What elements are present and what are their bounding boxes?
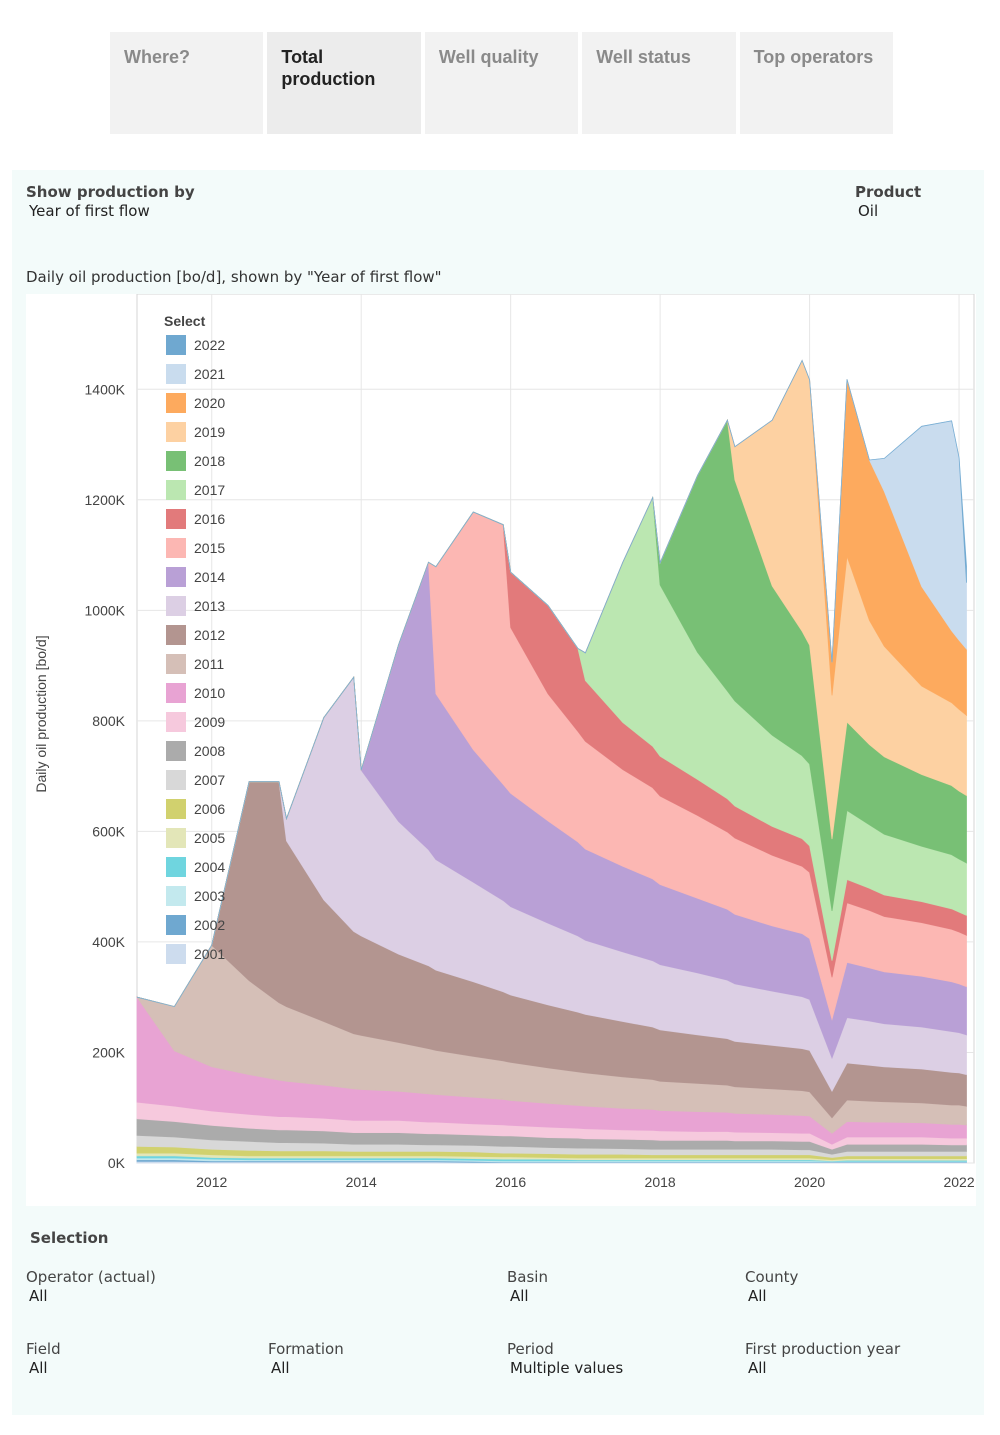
legend-swatch-2019[interactable] (166, 422, 186, 442)
legend-swatch-2010[interactable] (166, 683, 186, 703)
y-tick-label: 200K (92, 1044, 125, 1060)
x-tick-label: 2014 (346, 1174, 377, 1190)
y-tick-label: 400K (92, 934, 125, 950)
filter-basin-value[interactable]: All (510, 1287, 529, 1305)
legend-label-2018[interactable]: 2018 (194, 453, 225, 469)
y-tick-label: 800K (92, 713, 125, 729)
filter-first-year-label: First production year (745, 1340, 901, 1358)
filter-first-year-value[interactable]: All (748, 1359, 767, 1377)
y-axis-label: Daily oil production [bo/d] (33, 635, 49, 792)
legend-swatch-2008[interactable] (166, 741, 186, 761)
legend-label-2001[interactable]: 2001 (194, 946, 225, 962)
filter-field-label: Field (26, 1340, 61, 1358)
legend-swatch-2001[interactable] (166, 944, 186, 964)
legend-swatch-2021[interactable] (166, 364, 186, 384)
tab-top-operators[interactable]: Top operators (739, 32, 894, 134)
filter-basin-label: Basin (507, 1268, 548, 1286)
legend-swatch-2012[interactable] (166, 625, 186, 645)
legend-label-2019[interactable]: 2019 (194, 424, 225, 440)
legend-swatch-2018[interactable] (166, 451, 186, 471)
legend-label-2003[interactable]: 2003 (194, 888, 225, 904)
filter-period-label: Period (507, 1340, 554, 1358)
filter-operator-value[interactable]: All (29, 1287, 48, 1305)
product-label: Product (855, 183, 922, 201)
y-tick-label: 1400K (85, 381, 126, 397)
legend-label-2017[interactable]: 2017 (194, 482, 225, 498)
tab-well-status[interactable]: Well status (582, 32, 736, 134)
legend-label-2016[interactable]: 2016 (194, 511, 225, 527)
x-tick-label: 2018 (645, 1174, 676, 1190)
y-tick-label: 600K (92, 823, 125, 839)
selection-title: Selection (30, 1229, 109, 1247)
x-tick-label: 2016 (495, 1174, 526, 1190)
legend-swatch-2009[interactable] (166, 712, 186, 732)
y-tick-label: 1000K (85, 602, 126, 618)
chart-legend[interactable]: Select 2022 2021 2020 2019 2018 2017 2016 2015 20… (164, 313, 225, 964)
show-by-dropdown[interactable]: Year of first flow (29, 202, 150, 220)
x-tick-label: 2022 (943, 1174, 974, 1190)
legend-swatch-2020[interactable] (166, 393, 186, 413)
legend-label-2005[interactable]: 2005 (194, 830, 225, 846)
legend-label-2022[interactable]: 2022 (194, 337, 225, 353)
legend-swatch-2011[interactable] (166, 654, 186, 674)
legend-label-2007[interactable]: 2007 (194, 772, 225, 788)
legend-swatch-2005[interactable] (166, 828, 186, 848)
legend-swatch-2007[interactable] (166, 770, 186, 790)
filter-formation-value[interactable]: All (271, 1359, 290, 1377)
legend-label-2012[interactable]: 2012 (194, 627, 225, 643)
filter-formation-label: Formation (268, 1340, 344, 1358)
legend-label-2006[interactable]: 2006 (194, 801, 225, 817)
tab-well-quality[interactable]: Well quality (424, 32, 579, 134)
x-tick-label: 2020 (794, 1174, 825, 1190)
legend-label-2009[interactable]: 2009 (194, 714, 225, 730)
legend-label-2013[interactable]: 2013 (194, 598, 225, 614)
legend-label-2010[interactable]: 2010 (194, 685, 225, 701)
legend-label-2020[interactable]: 2020 (194, 395, 225, 411)
legend-swatch-2016[interactable] (166, 509, 186, 529)
legend-swatch-2014[interactable] (166, 567, 186, 587)
legend-swatch-2004[interactable] (166, 857, 186, 877)
legend-label-2008[interactable]: 2008 (194, 743, 225, 759)
legend-swatch-2015[interactable] (166, 538, 186, 558)
legend-swatch-2006[interactable] (166, 799, 186, 819)
x-tick-label: 2012 (196, 1174, 227, 1190)
chart-title: Daily oil production [bo/d], shown by "Y… (26, 268, 442, 286)
legend-swatch-2013[interactable] (166, 596, 186, 616)
tab-where[interactable]: Where? (110, 32, 264, 134)
show-by-label: Show production by (26, 183, 195, 201)
legend-label-2021[interactable]: 2021 (194, 366, 225, 382)
y-tick-label: 0K (108, 1155, 126, 1171)
production-area-chart: 0K 200K 400K 600K 800K 1000K 1200K 1400K 2012 201… (26, 294, 976, 1206)
legend-label-2014[interactable]: 2014 (194, 569, 225, 585)
product-dropdown[interactable]: Oil (858, 202, 879, 220)
dashboard-tabs: Where? Total production Well quality Wel… (110, 32, 894, 134)
filter-county-label: County (745, 1268, 799, 1286)
filter-field-value[interactable]: All (29, 1359, 48, 1377)
area-series-2022[interactable] (136, 359, 967, 1008)
legend-swatch-2003[interactable] (166, 886, 186, 906)
legend-label-2002[interactable]: 2002 (194, 917, 225, 933)
filter-period-value[interactable]: Multiple values (510, 1359, 624, 1377)
legend-title: Select (164, 313, 206, 329)
legend-label-2015[interactable]: 2015 (194, 540, 225, 556)
filter-operator-label: Operator (actual) (26, 1268, 156, 1286)
legend-label-2004[interactable]: 2004 (194, 859, 225, 875)
legend-swatch-2002[interactable] (166, 915, 186, 935)
y-tick-label: 1200K (85, 492, 126, 508)
legend-swatch-2022[interactable] (166, 335, 186, 355)
legend-label-2011[interactable]: 2011 (194, 656, 224, 672)
filter-county-value[interactable]: All (748, 1287, 767, 1305)
tab-total-production[interactable]: Total production (267, 32, 421, 134)
legend-swatch-2017[interactable] (166, 480, 186, 500)
chart-areas (136, 359, 967, 1164)
chart-axes: 0K 200K 400K 600K 800K 1000K 1200K 1400K 2012 201… (85, 381, 975, 1190)
